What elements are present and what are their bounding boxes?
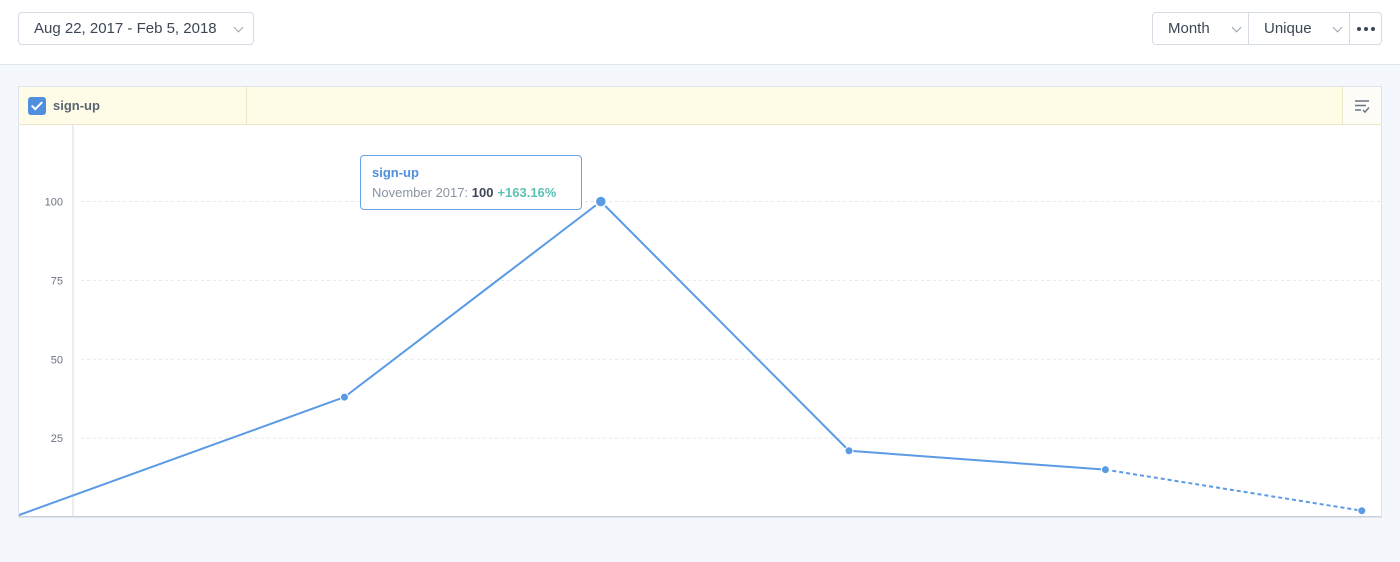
legend-menu-button[interactable] bbox=[1342, 87, 1381, 124]
line-chart: 255075100Sep. 11Sep. 25Oct. 9Oct. 23Nov.… bbox=[19, 125, 1381, 517]
legend-label: sign-up bbox=[53, 98, 100, 113]
tooltip-change: +163.16% bbox=[497, 185, 557, 200]
data-point bbox=[1100, 465, 1110, 475]
metric-dropdown[interactable]: Unique bbox=[1249, 13, 1350, 44]
series-line-incomplete bbox=[1105, 468, 1362, 512]
legend-item-sign-up[interactable]: sign-up bbox=[19, 87, 247, 124]
series-line-segment bbox=[343, 200, 602, 398]
time-unit-dropdown[interactable]: Month bbox=[1153, 13, 1249, 44]
tooltip: sign-up November 2017: 100 +163.16% bbox=[360, 155, 582, 210]
toolbar: Aug 22, 2017 - Feb 5, 2018 Month Unique bbox=[0, 0, 1400, 65]
data-point bbox=[844, 446, 854, 456]
chevron-down-icon bbox=[1231, 22, 1242, 33]
chart-panel: sign-up 255075100Sep. 11Sep. 25Oct. 9Oct… bbox=[18, 86, 1382, 518]
y-tick-label: 25 bbox=[51, 433, 63, 445]
ellipsis-icon bbox=[1356, 26, 1375, 31]
time-unit-label: Month bbox=[1168, 20, 1210, 37]
legend-bar: sign-up bbox=[19, 87, 1381, 125]
y-tick-label: 100 bbox=[45, 197, 63, 209]
metric-label: Unique bbox=[1264, 20, 1312, 37]
chevron-down-icon bbox=[233, 22, 244, 33]
tooltip-value: 100 bbox=[471, 185, 494, 200]
list-settings-icon bbox=[1355, 99, 1370, 113]
view-options: Month Unique bbox=[1152, 12, 1382, 45]
y-tick-label: 75 bbox=[51, 275, 63, 287]
date-range-label: Aug 22, 2017 - Feb 5, 2018 bbox=[34, 20, 217, 37]
series-line-segment bbox=[848, 449, 1106, 471]
tooltip-title: sign-up bbox=[372, 165, 419, 180]
tooltip-label: November 2017: bbox=[372, 185, 472, 200]
date-range-picker[interactable]: Aug 22, 2017 - Feb 5, 2018 bbox=[18, 12, 254, 45]
highlighted-data-point bbox=[594, 195, 608, 208]
series-line-segment bbox=[600, 200, 850, 452]
more-options-button[interactable] bbox=[1350, 13, 1381, 44]
series-line-segment bbox=[19, 396, 345, 517]
series-checkbox[interactable] bbox=[28, 96, 46, 115]
chevron-down-icon bbox=[1332, 22, 1343, 33]
tooltip-line: November 2017: 100 +163.16% bbox=[372, 185, 570, 200]
data-point bbox=[1357, 506, 1367, 516]
y-tick-label: 50 bbox=[51, 354, 63, 366]
data-point bbox=[339, 392, 349, 402]
